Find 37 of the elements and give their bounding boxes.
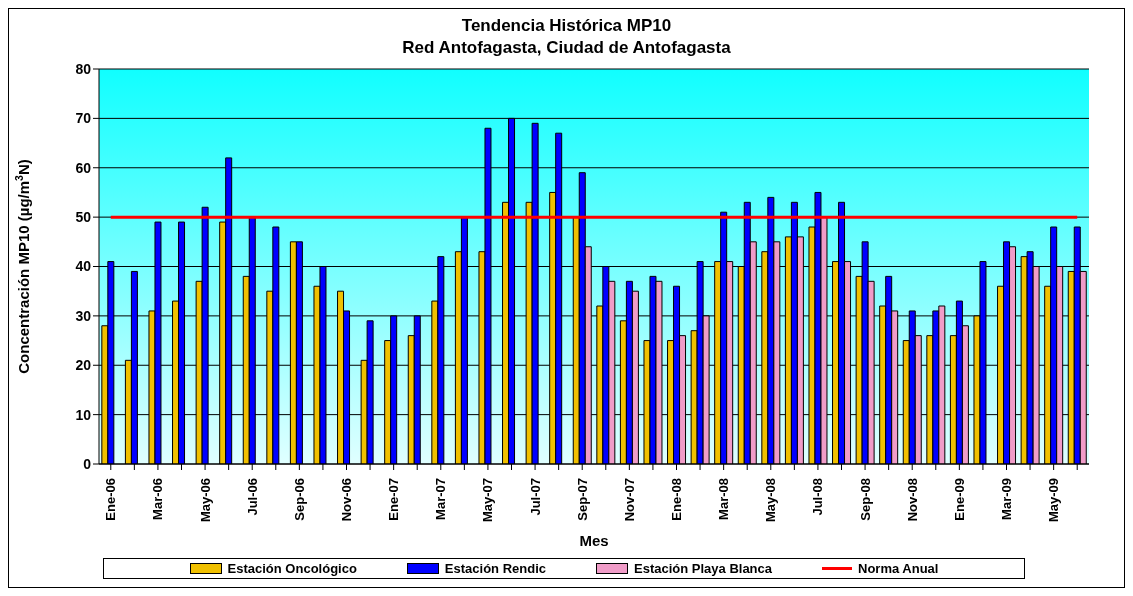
chart-title: Tendencia Histórica MP10 [460,15,673,37]
x-tick-label: Sep-06 [291,478,307,521]
x-axis-title: Mes [579,532,609,549]
x-tick-label: Ene-08 [669,478,684,521]
y-tick-label: 10 [75,406,92,423]
legend-label: Estación Oncológico [227,561,357,576]
y-tick-label: 70 [75,110,92,127]
x-tick-label: Nov-06 [339,478,354,522]
x-tick-label: Jul-08 [810,478,826,516]
x-tick-label: Jul-07 [527,478,543,516]
x-tick-label: Nov-08 [904,478,920,522]
x-tick-label: Sep-08 [857,478,873,521]
x-tick-label: Jul-06 [244,478,260,516]
x-tick-label: Nov-07 [621,478,637,522]
y-tick-label: 0 [83,455,92,472]
y-tick-label: 30 [75,307,92,324]
y-tick-label: 80 [75,60,92,77]
legend-label: Estación Rendic [444,561,546,576]
x-tick-label: May-07 [480,478,496,523]
x-tick-label: May-09 [1046,478,1062,523]
legend-label: Estación Playa Blanca [634,561,773,576]
x-tick-label: May-08 [763,478,779,523]
legend-label: Norma Anual [858,561,939,576]
x-tick-label: Mar-08 [716,478,732,520]
y-tick-label: 20 [75,357,92,374]
x-tick-label: Mar-06 [150,478,166,520]
x-tick-label: Ene-06 [103,478,119,521]
x-tick-label: Ene-09 [951,478,967,521]
y-tick-label: 50 [75,209,92,226]
y-tick-label: 40 [75,258,92,275]
chart-subtitle: Red Antofagasta, Ciudad de Antofagasta [401,37,732,59]
x-tick-label: Ene-07 [386,478,402,521]
y-tick-label: 60 [75,159,92,176]
x-tick-label: May-06 [197,478,213,523]
x-tick-label: Mar-07 [433,478,449,520]
x-tick-label: Mar-09 [999,478,1014,520]
x-tick-label: Sep-07 [574,478,590,521]
